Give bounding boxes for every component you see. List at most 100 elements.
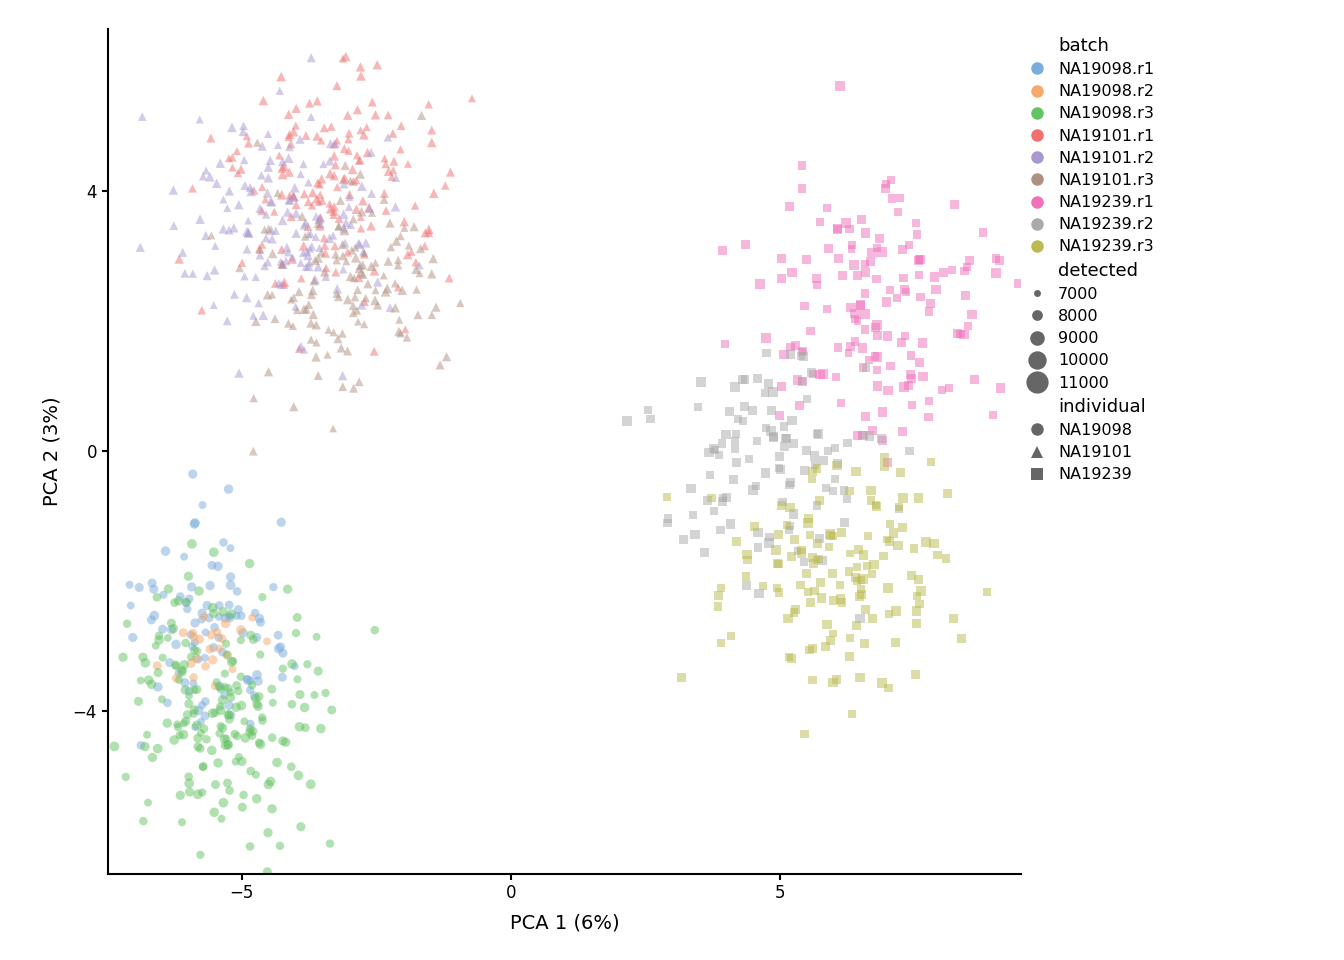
Point [242,724,263,739]
Point [138,672,160,687]
Point [306,176,328,191]
Point [849,297,871,312]
Point [144,608,165,623]
Point [384,276,406,291]
Point [363,344,384,359]
Point [304,274,325,289]
Point [297,194,319,209]
Point [900,348,922,363]
Point [155,543,176,559]
Point [805,552,827,567]
Point [824,441,845,456]
Point [257,287,278,302]
Point [781,265,802,280]
Point [250,736,271,752]
Point [872,433,894,448]
Point [684,527,706,542]
Point [278,151,300,166]
Point [794,463,816,478]
Point [761,423,782,439]
Point [875,177,896,192]
Point [657,511,679,526]
Point [251,168,273,183]
Point [320,836,341,852]
Point [224,754,246,769]
Point [312,193,333,208]
Point [246,135,267,151]
Point [840,241,862,256]
Point [313,156,335,172]
Point [302,307,324,323]
Point [196,732,218,747]
Point [343,380,364,396]
Point [169,588,191,604]
Point [810,590,832,606]
Point [353,246,375,261]
Point [314,246,336,261]
Point [855,636,876,652]
Point [907,252,929,268]
Point [906,603,927,618]
Point [267,628,289,643]
Point [785,338,806,353]
Point [179,684,200,699]
Point [906,616,927,632]
Point [421,307,442,323]
Point [262,246,284,261]
Point [864,320,886,335]
Point [913,369,934,384]
Point [195,625,216,640]
Point [340,269,362,284]
Point [341,243,363,258]
Point [262,730,284,745]
Point [259,194,281,209]
Point [935,550,957,565]
Point [176,601,198,616]
Point [449,296,470,311]
Point [294,720,316,735]
Point [855,409,876,424]
Point [300,315,321,330]
Point [383,154,405,169]
Point [243,688,265,704]
Point [183,625,204,640]
Point [220,655,242,670]
Point [207,559,228,574]
Point [921,296,942,311]
Point [132,108,153,124]
Point [351,204,372,219]
Point [337,108,359,123]
Point [796,566,817,582]
Point [915,534,937,549]
Point [245,605,266,620]
Point [786,543,808,559]
Point [211,644,233,660]
Point [735,237,757,252]
Point [184,719,206,734]
Point [774,430,796,445]
Point [989,252,1011,268]
Point [367,298,388,313]
Point [879,516,900,532]
Point [379,300,401,316]
Point [892,271,914,286]
Point [837,346,859,361]
Point [390,228,411,244]
Point [758,376,780,392]
Point [845,569,867,585]
Point [271,167,293,182]
Point [196,268,218,283]
Point [362,94,383,109]
Point [796,252,817,267]
Point [755,346,777,361]
Point [195,163,216,179]
Point [118,577,140,592]
Point [313,120,335,135]
Point [129,580,151,595]
Point [210,679,231,694]
Point [844,312,866,327]
Point [183,706,204,721]
Point [866,499,887,515]
Point [738,451,759,467]
Point [957,319,978,334]
